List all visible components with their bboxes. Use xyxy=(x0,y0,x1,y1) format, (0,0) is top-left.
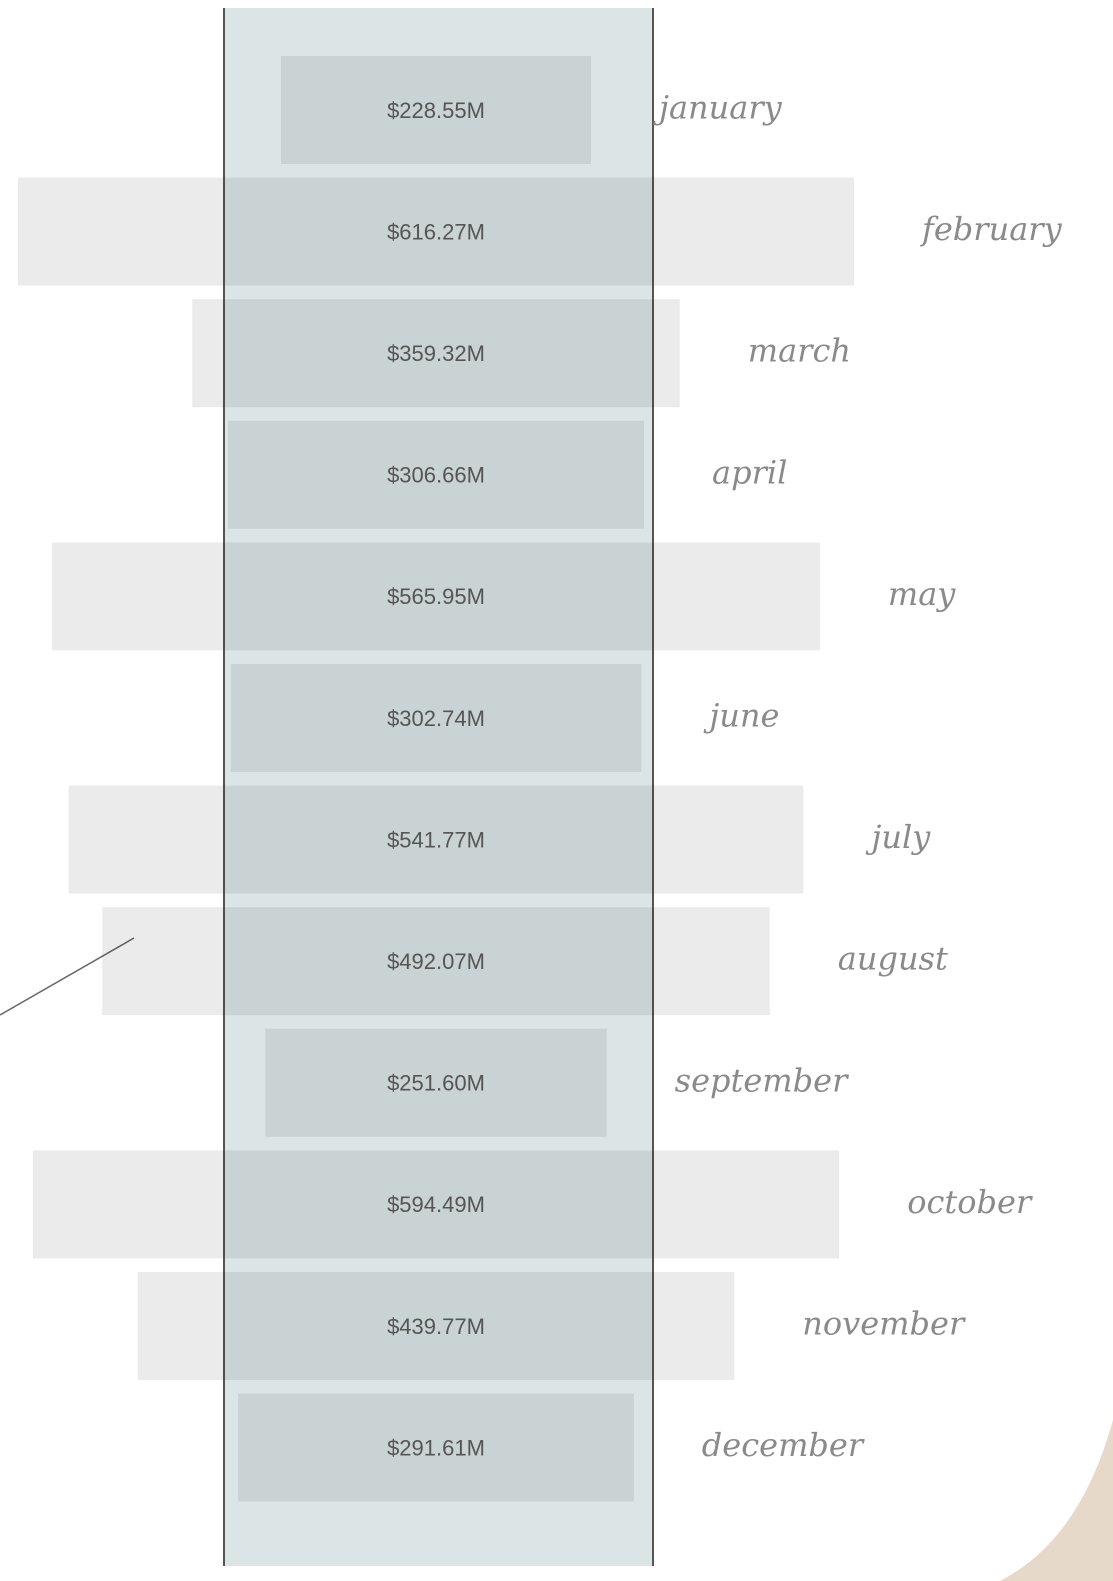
bar xyxy=(265,1028,607,1137)
decor-line xyxy=(0,937,135,1016)
bar xyxy=(68,785,804,894)
center-band xyxy=(224,8,653,1566)
bar xyxy=(137,1272,735,1380)
category-label: september xyxy=(675,1061,849,1099)
bar xyxy=(230,664,642,772)
value-label: $594.49M xyxy=(387,1192,485,1217)
category-label: april xyxy=(712,453,787,491)
decor-shape xyxy=(1000,1420,1113,1581)
category-label: february xyxy=(920,210,1063,248)
bar xyxy=(17,177,855,286)
value-label: $439.77M xyxy=(387,1314,485,1339)
value-label: $291.61M xyxy=(387,1435,485,1460)
category-label: august xyxy=(838,940,948,978)
bar xyxy=(238,1393,634,1502)
category-label: december xyxy=(702,1426,865,1464)
category-label: june xyxy=(703,697,779,735)
bar xyxy=(192,299,680,408)
value-label: $492.07M xyxy=(387,949,485,974)
category-label: november xyxy=(802,1305,966,1343)
value-label: $302.74M xyxy=(387,706,485,731)
bar xyxy=(32,1150,840,1259)
category-label: october xyxy=(907,1183,1033,1221)
category-label: march xyxy=(748,332,851,370)
value-label: $616.27M xyxy=(387,219,485,244)
value-label: $541.77M xyxy=(387,827,485,852)
category-label: may xyxy=(888,575,956,613)
bar xyxy=(52,542,820,651)
bar xyxy=(280,56,592,164)
value-label: $251.60M xyxy=(387,1071,485,1096)
value-label: $228.55M xyxy=(387,98,485,123)
category-label: july xyxy=(865,818,931,856)
bar xyxy=(227,420,645,529)
value-label: $359.32M xyxy=(387,341,485,366)
bar xyxy=(102,907,770,1016)
value-label: $565.95M xyxy=(387,584,485,609)
value-label: $306.66M xyxy=(387,463,485,488)
category-label: january xyxy=(653,89,783,127)
